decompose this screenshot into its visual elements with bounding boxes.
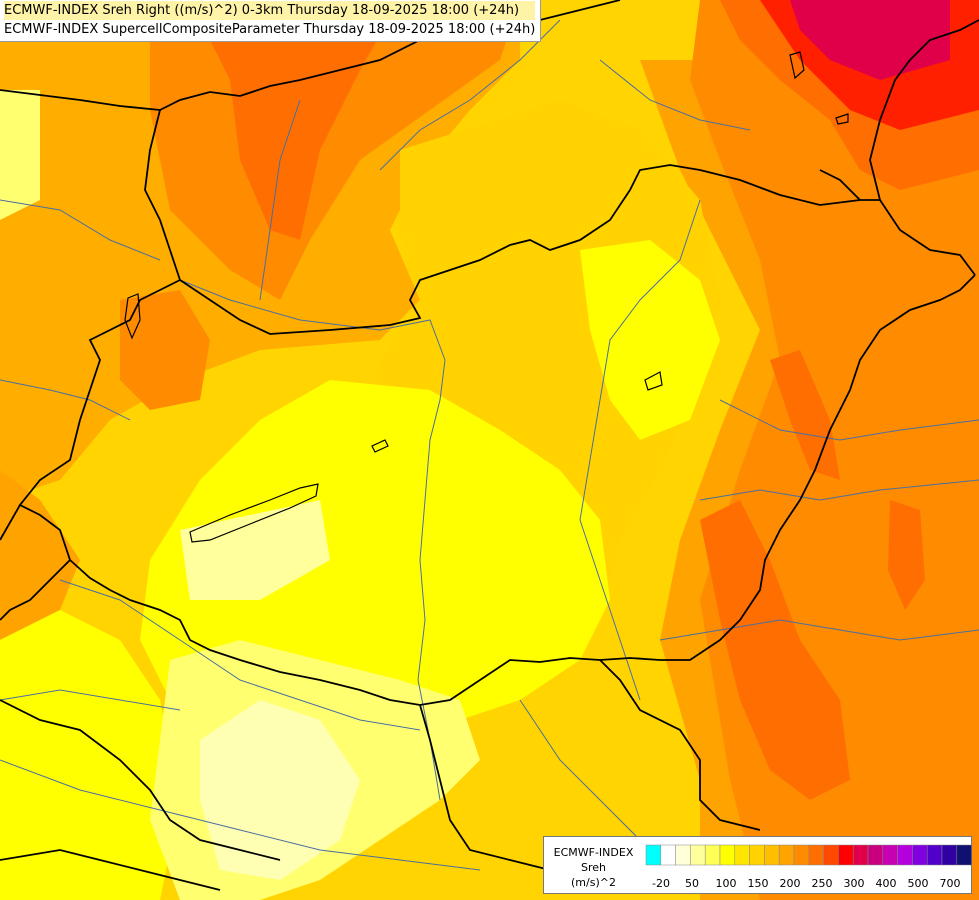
legend-swatch xyxy=(838,844,854,866)
field-paleyellow-central xyxy=(180,500,330,600)
color-legend: ECMWF-INDEX Sreh (m/s)^2 -20 50 100 150 200 2… xyxy=(543,836,972,894)
legend-tick-label: 400 xyxy=(876,877,897,890)
lake-north xyxy=(789,51,805,80)
river-west2 xyxy=(0,379,131,421)
river-east2 xyxy=(699,479,979,501)
legend-swatch xyxy=(912,844,928,866)
header-line-sreh: ECMWF-INDEX Sreh Right ((m/s)^2) 0-3km T… xyxy=(4,1,536,20)
border-bosnia xyxy=(0,849,221,891)
legend-swatch xyxy=(719,844,736,866)
river-sw xyxy=(0,689,181,711)
field-redorange-north xyxy=(200,0,400,240)
legend-tick-label: 200 xyxy=(780,877,801,890)
legend-swatch xyxy=(823,844,839,866)
legend-swatch xyxy=(734,844,750,866)
legend-tick-label: 500 xyxy=(908,877,929,890)
legend-swatch xyxy=(675,844,691,866)
river-sava xyxy=(0,759,481,871)
border-slovenia xyxy=(0,504,21,541)
border-romania-east xyxy=(819,169,861,201)
legend-swatch xyxy=(852,844,869,866)
legend-swatch xyxy=(808,844,824,866)
field-redorange-east2 xyxy=(888,500,925,610)
border-hungary-west xyxy=(18,279,181,561)
header-line-scp: ECMWF-INDEX SupercellCompositeParameter … xyxy=(4,22,536,37)
field-orange-west xyxy=(0,470,80,640)
legend-swatch xyxy=(764,844,780,866)
river-tisza xyxy=(579,199,701,701)
lake-balaton xyxy=(189,483,319,543)
field-darkorange-west xyxy=(120,290,210,410)
field-yellow-center-north xyxy=(580,240,720,440)
legend-tick-label: 50 xyxy=(685,877,699,890)
legend-swatch xyxy=(926,844,943,866)
legend-swatch xyxy=(704,844,721,866)
legend-title-param: Sreh xyxy=(580,861,606,874)
legend-swatch xyxy=(645,844,662,866)
legend-swatch xyxy=(660,844,676,866)
field-redorange-se xyxy=(700,500,850,800)
border-sw-region xyxy=(0,699,281,861)
map-header: ECMWF-INDEX Sreh Right ((m/s)^2) 0-3km T… xyxy=(0,0,542,42)
legend-swatch xyxy=(897,844,913,866)
border-ukraine xyxy=(869,19,979,201)
legend-swatch xyxy=(867,844,884,866)
lake-velence xyxy=(371,439,389,453)
border-slovakia-west xyxy=(144,109,181,281)
river-vah xyxy=(259,99,301,301)
legend-swatch xyxy=(690,844,706,866)
lake-north2 xyxy=(835,113,849,125)
legend-swatch xyxy=(749,844,765,866)
legend-scale: -20 50 100 150 200 250 300 400 500 700 xyxy=(645,844,972,890)
river-mures xyxy=(659,619,979,641)
legend-tick-label: 250 xyxy=(812,877,833,890)
river-drava xyxy=(59,579,421,731)
legend-tick-label: -20 xyxy=(652,877,670,890)
border-hungary-north xyxy=(179,164,976,335)
legend-swatch xyxy=(778,844,795,866)
border-hungary-south xyxy=(69,559,601,706)
field-yellow-southwest xyxy=(0,610,180,900)
river-west xyxy=(0,199,161,261)
legend-swatch xyxy=(941,844,958,866)
lakes xyxy=(124,51,849,543)
legend-title-model: ECMWF-INDEX xyxy=(553,846,634,859)
river-north xyxy=(379,19,561,171)
field-paleyellow-south xyxy=(200,700,360,880)
legend-tick-label: 300 xyxy=(844,877,865,890)
border-serbia-east xyxy=(599,659,761,831)
lake-tisza xyxy=(644,371,663,391)
field-lightyellow-west xyxy=(0,90,40,220)
river-danube xyxy=(179,279,446,801)
legend-swatch xyxy=(793,844,810,866)
legend-swatch xyxy=(956,844,972,866)
lake-neusiedl xyxy=(124,293,141,340)
legend-swatch xyxy=(882,844,898,866)
legend-title-unit: (m/s)^2 xyxy=(571,876,616,889)
river-ne xyxy=(599,59,751,131)
border-austria-west xyxy=(0,89,161,111)
rivers xyxy=(0,19,979,871)
legend-title: ECMWF-INDEX Sreh (m/s)^2 xyxy=(546,845,641,890)
border-hungary-east xyxy=(599,274,976,661)
legend-tick-label: 150 xyxy=(748,877,769,890)
border-croatia xyxy=(0,559,71,621)
river-east xyxy=(719,399,979,441)
legend-tick-label: 700 xyxy=(940,877,961,890)
legend-tick-label: 100 xyxy=(716,877,737,890)
